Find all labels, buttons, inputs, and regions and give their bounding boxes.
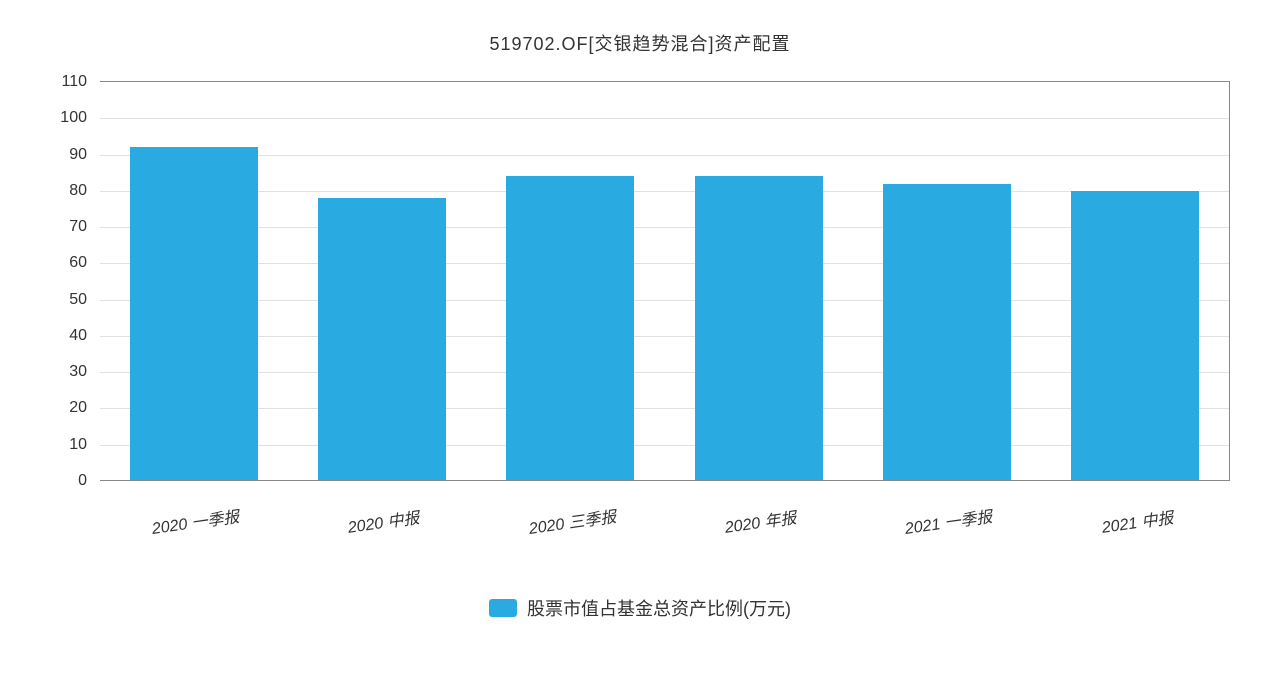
legend-swatch [489,599,517,617]
legend-item: 股票市值占基金总资产比例(万元) [489,595,791,621]
chart-title: 519702.OF[交银趋势混合]资产配置 [50,30,1230,56]
bar-slot [853,82,1041,481]
y-tick-label: 10 [47,436,87,454]
legend-label: 股票市值占基金总资产比例(万元) [527,595,791,621]
y-tick-label: 90 [47,146,87,164]
x-axis-labels: 2020 一季报2020 中报2020 三季报2020 年报2021 一季报20… [100,501,1230,525]
y-tick-label: 110 [47,73,87,91]
y-tick-label: 30 [47,363,87,381]
y-tick-label: 100 [47,109,87,127]
x-tick-label: 2020 一季报 [100,496,290,546]
y-tick-label: 40 [47,327,87,345]
bar-slot [288,82,476,481]
x-tick-label: 2020 中报 [289,496,479,546]
x-axis-line [100,480,1229,481]
y-axis: 0102030405060708090100110 [50,82,95,481]
y-tick-label: 20 [47,399,87,417]
bar [318,198,446,481]
plot-area: 0102030405060708090100110 [100,81,1230,481]
chart-container: 519702.OF[交银趋势混合]资产配置 010203040506070809… [0,0,1280,674]
y-tick-label: 70 [47,218,87,236]
x-tick-label: 2021 一季报 [854,496,1044,546]
x-tick-label: 2020 年报 [665,496,855,546]
bar [130,147,258,481]
bar-slot [100,82,288,481]
bar [1071,191,1199,481]
bar [506,176,634,481]
x-tick-label: 2021 中报 [1042,496,1232,546]
y-tick-label: 50 [47,291,87,309]
x-tick-label: 2020 三季报 [477,496,667,546]
bar [883,184,1011,481]
bar-slot [1041,82,1229,481]
y-tick-label: 60 [47,254,87,272]
bar [695,176,823,481]
legend: 股票市值占基金总资产比例(万元) [50,595,1230,622]
y-tick-label: 0 [47,472,87,490]
y-tick-label: 80 [47,182,87,200]
bar-slot [665,82,853,481]
bars-group [100,82,1229,481]
bar-slot [476,82,664,481]
